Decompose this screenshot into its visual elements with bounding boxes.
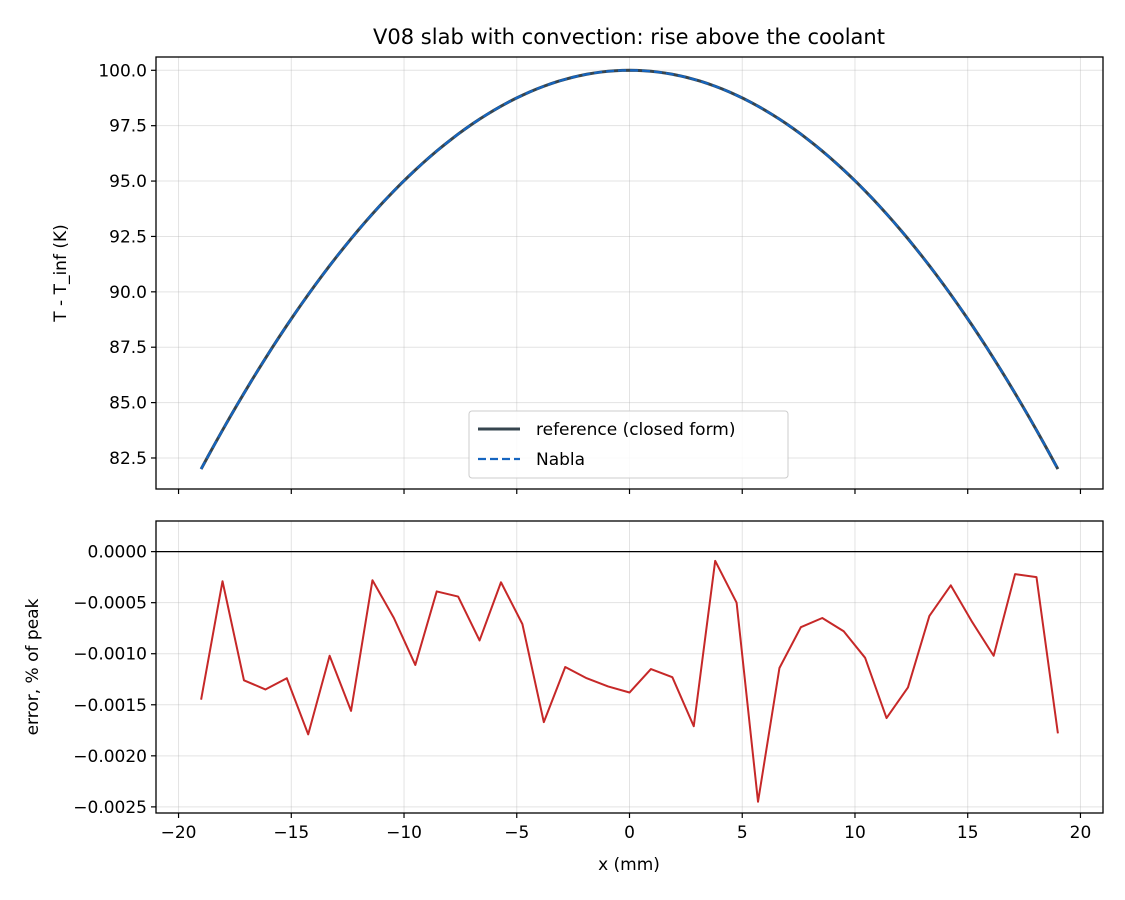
top-y-tick-label: 90.0 [109, 283, 147, 303]
top-y-axis-label: T - T_inf (K) [51, 224, 71, 323]
error-y-tick-label: −0.0010 [73, 645, 147, 665]
error-y-tick-label: −0.0020 [73, 747, 147, 767]
legend: reference (closed form) Nabla [468, 410, 789, 479]
error-y-tick-label: −0.0025 [73, 798, 147, 818]
error-chart: −20 −15 −10 −5 0 5 10 15 20 0.0000 −0.0005 −0.0010 −… [23, 520, 1104, 875]
error-series [200, 559, 1059, 803]
top-y-tick-label: 100.0 [98, 61, 147, 81]
top-ticks: 82.5 85.0 87.5 90.0 92.5 95.0 97.5 100.0 [98, 61, 1082, 494]
top-y-tick-label: 97.5 [109, 117, 147, 137]
x-tick-label: 5 [737, 823, 748, 843]
x-tick-label: −20 [161, 823, 197, 843]
top-chart: V08 slab with convection: rise above the… [51, 25, 1104, 494]
top-y-tick-label: 95.0 [109, 172, 147, 192]
x-tick-label: 20 [1070, 823, 1092, 843]
x-tick-label: −10 [386, 823, 422, 843]
error-grid [156, 521, 1103, 813]
x-tick-label: 10 [844, 823, 866, 843]
error-y-tick-label: −0.0015 [73, 696, 147, 716]
error-y-tick-label: −0.0005 [73, 594, 147, 614]
x-tick-label: 15 [957, 823, 979, 843]
error-y-tick-label: 0.0000 [88, 543, 147, 563]
error-y-axis-label: error, % of peak [23, 598, 43, 735]
top-series [199, 68, 1060, 470]
chart-title: V08 slab with convection: rise above the… [373, 25, 885, 49]
legend-box [468, 410, 789, 479]
top-y-tick-label: 82.5 [109, 449, 147, 469]
reference-line [199, 68, 1060, 470]
legend-label-reference: reference (closed form) [536, 420, 735, 440]
top-y-tick-label: 92.5 [109, 227, 147, 247]
top-y-tick-label: 85.0 [109, 394, 147, 414]
x-axis-label: x (mm) [598, 855, 660, 875]
x-tick-label: −15 [273, 823, 309, 843]
x-tick-label: 0 [624, 823, 635, 843]
error-line [200, 559, 1059, 803]
legend-label-nabla: Nabla [536, 450, 585, 470]
error-ticks: −20 −15 −10 −5 0 5 10 15 20 0.0000 −0.0005 −0.0010 −… [73, 543, 1091, 843]
x-tick-label: −5 [504, 823, 529, 843]
top-y-tick-label: 87.5 [109, 338, 147, 358]
